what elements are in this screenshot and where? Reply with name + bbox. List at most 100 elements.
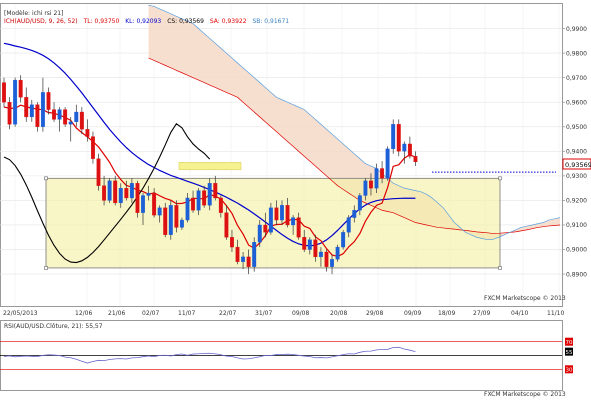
time-tick-label: 04/10 <box>511 310 528 317</box>
candle-body <box>68 121 73 125</box>
candle-body <box>307 239 312 250</box>
candle-body <box>224 212 229 238</box>
candlesticks <box>2 75 418 275</box>
candle-body <box>324 251 329 267</box>
candle-body <box>107 180 112 201</box>
rsi-line <box>3 346 416 364</box>
time-tick-label: 22/05/2013 <box>3 310 38 317</box>
candle-body <box>79 111 84 130</box>
candle-body <box>129 183 134 199</box>
candle-body <box>135 183 140 213</box>
series-line-sb <box>148 4 561 241</box>
price-watermark: FXCM Marketscope © 2013 <box>484 295 566 302</box>
candle-body <box>296 217 301 238</box>
candle-body <box>202 190 207 206</box>
candle-body <box>252 242 257 267</box>
candle-body <box>163 207 168 235</box>
time-tick-label: 29/08 <box>366 310 383 317</box>
candle-body <box>235 246 240 262</box>
legend-model-label: [Modèle: ichi rsi 21] <box>4 10 63 17</box>
rsi-pane: 70 55 30 RSI(AUD/USD.Clôture, 21): 55,57 F… <box>0 320 573 398</box>
legend-item-cs: CS: 0,93569 <box>167 18 204 25</box>
range-box-handle <box>44 176 48 181</box>
rsi-axis-marker <box>565 365 573 374</box>
series-line-cs <box>3 123 211 264</box>
candle-body <box>380 168 385 179</box>
candle-body <box>46 92 51 110</box>
candle-body <box>13 79 18 125</box>
candle-body <box>191 197 195 211</box>
candle-body <box>124 187 129 199</box>
rsi-axis-label: 55 <box>566 350 573 356</box>
candle-body <box>141 195 145 213</box>
candle-body <box>257 224 262 243</box>
legend-item-tl: TL: 0,93750 <box>83 18 120 25</box>
rsi-watermark: FXCM Marketscope © 2013 <box>484 391 566 398</box>
range-box-handle <box>498 266 502 270</box>
candle-body <box>179 219 184 228</box>
candle-body <box>357 195 362 211</box>
time-axis[interactable]: 22/05/2013 12/06 21/06 02/07 11/07 22/07 31/07… <box>3 310 564 317</box>
candle-body <box>391 124 396 150</box>
time-tick-label: 09/08 <box>292 310 309 317</box>
candle-body <box>146 192 151 196</box>
current-price-badge <box>562 158 591 170</box>
candle-body <box>52 109 56 120</box>
candle-body <box>396 124 401 152</box>
chart-legend: [Modèle: ichi rsi 21] ICH(AUD/USD, 9, 26… <box>4 10 289 25</box>
price-tick-label: 0,9400 <box>566 149 587 156</box>
time-tick-label: 27/09 <box>473 310 490 317</box>
candle-body <box>302 237 307 250</box>
range-box-handle <box>498 176 502 181</box>
candle-body <box>274 207 279 221</box>
legend-item-kl: KL: 0,92093 <box>125 18 161 25</box>
time-tick-label: 18/09 <box>438 310 455 317</box>
candle-body <box>291 217 296 226</box>
candle-body <box>24 97 29 118</box>
candle-body <box>313 239 318 258</box>
time-tick-label: 22/07 <box>219 310 236 317</box>
price-tick-label: 0,9300 <box>566 173 587 180</box>
candle-body <box>174 205 179 228</box>
price-pane-border <box>0 3 563 307</box>
price-tick-label: 0,9100 <box>566 222 587 229</box>
candle-body <box>18 79 23 98</box>
candle-body <box>2 82 6 103</box>
time-tick-label: 02/07 <box>142 310 159 317</box>
candle-body <box>152 192 157 216</box>
candle-body <box>413 156 418 163</box>
rsi-axis[interactable]: 70 55 30 <box>565 337 573 374</box>
candle-body <box>285 205 290 226</box>
legend-item-sa: SA: 0,93922 <box>210 18 247 25</box>
rsi-axis-marker <box>565 347 573 356</box>
candle-body <box>113 180 118 204</box>
candle-body <box>7 102 12 125</box>
candle-body <box>96 158 101 186</box>
time-tick-label: 31/07 <box>255 310 272 317</box>
candle-body <box>63 109 68 125</box>
time-tick-label: 11/10 <box>547 310 564 317</box>
legend-ichimoku-title: ICH(AUD/USD, 9, 26, 52) <box>4 18 78 25</box>
time-tick-label: 09/09 <box>404 310 421 317</box>
series-line-sa <box>148 57 561 234</box>
candle-body <box>185 197 190 221</box>
candle-body <box>102 185 107 201</box>
rsi-axis-label: 70 <box>566 340 573 346</box>
time-tick-label: 21/06 <box>108 310 125 317</box>
rsi-levels <box>0 341 562 370</box>
candle-body <box>369 180 373 189</box>
rsi-axis-marker <box>565 337 573 346</box>
candle-body <box>385 148 390 179</box>
price-tick-label: 0,9000 <box>566 247 587 254</box>
candle-body <box>407 143 412 157</box>
candle-body <box>268 207 273 233</box>
candle-body <box>157 207 162 216</box>
price-axis[interactable]: 0,9900 0,9800 0,9700 0,9600 0,9500 0,9400 0,93… <box>562 26 587 279</box>
price-tick-label: 0,9700 <box>566 75 587 82</box>
candle-body <box>207 183 212 206</box>
candle-body <box>352 210 357 218</box>
legend-ichimoku-label: ICH(AUD/USD, 9, 26, 52) TL: 0,93750 KL: … <box>4 18 289 25</box>
candle-body <box>335 246 340 260</box>
